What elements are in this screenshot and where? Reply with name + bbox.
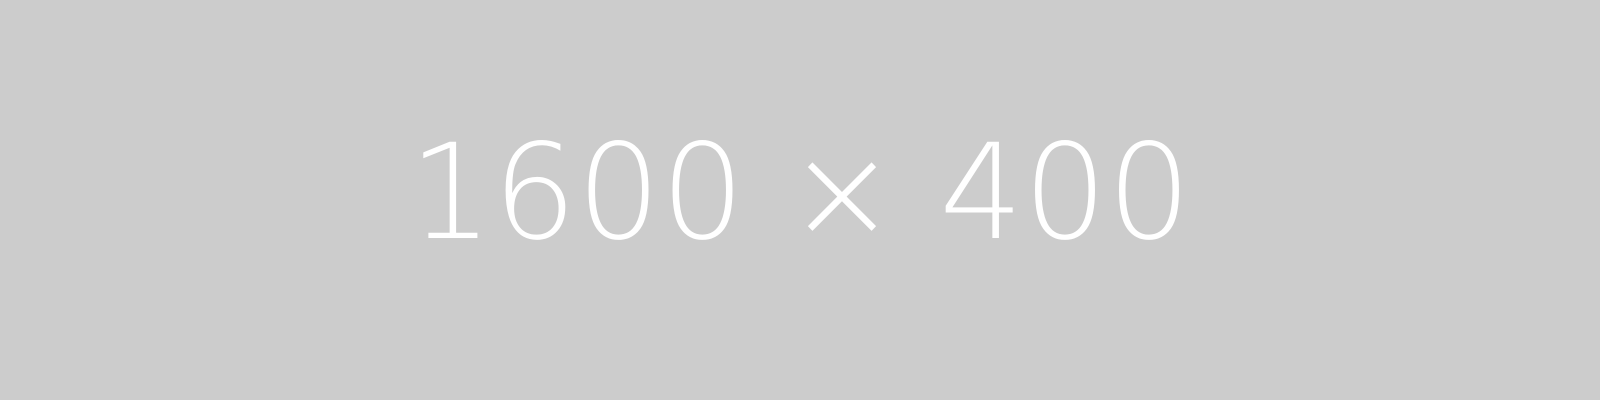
dimensions-label: 1600 × 400 — [408, 116, 1192, 270]
